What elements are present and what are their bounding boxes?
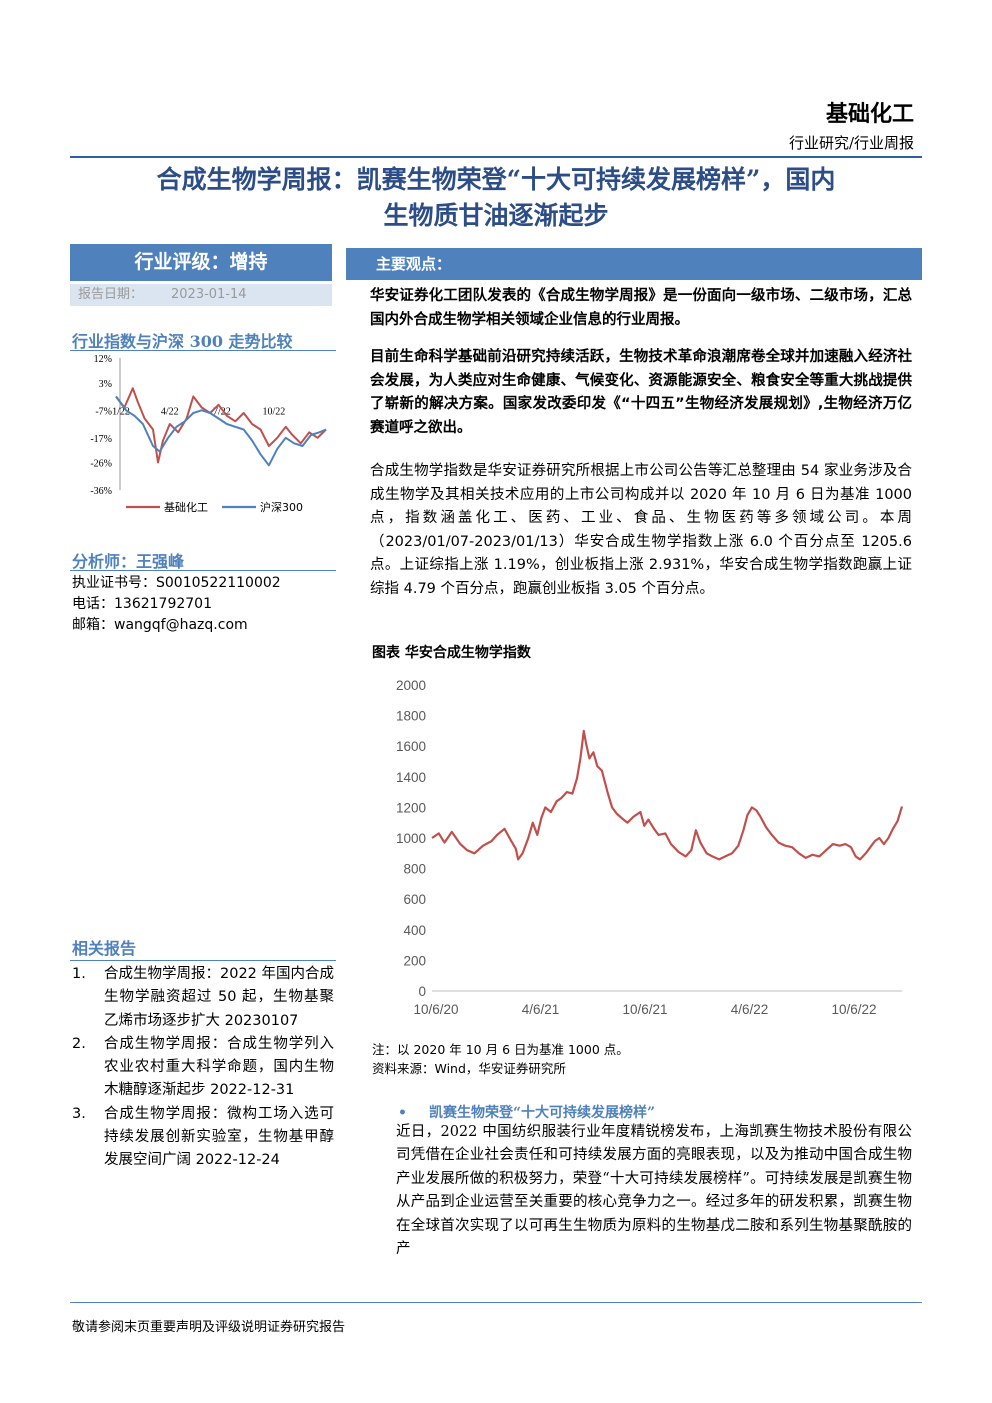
mini-y-tick-label: -17% — [90, 434, 112, 445]
related-report-num: 2. — [72, 1035, 86, 1052]
header-divider — [70, 156, 922, 158]
industry-rating: 行业评级：增持 — [70, 244, 332, 281]
related-report-text: 合成生物学周报：微构工场入选可持续发展创新实验室，生物基甲醇发展空间广阔 202… — [104, 1105, 334, 1169]
mini-legend-label: 基础化工 — [164, 500, 208, 514]
big-chart-title: 图表 华安合成生物学指数 — [372, 645, 531, 661]
main-view-label: 主要观点： — [376, 255, 452, 273]
x-tick-label: 10/6/20 — [413, 1002, 458, 1017]
report-date: 报告日期： 2023-01-14 — [70, 284, 332, 306]
mini-chart-title-underline — [70, 350, 336, 351]
news-bullet: • 凯赛生物荣登“十大可持续发展榜样” — [398, 1102, 655, 1122]
mini-x-tick-label: 1/22 — [112, 406, 130, 417]
report-date-value: 2023-01-14 — [171, 287, 247, 302]
related-report-item[interactable]: 2. 合成生物学周报：合成生物学列入农业农村重大科学命题，国内生物木糖醇逐渐起步… — [72, 1033, 334, 1103]
paragraph-intro: 华安证券化工团队发表的《合成生物学周报》是一份面向一级市场、二级市场，汇总国内外… — [370, 288, 912, 328]
analyst-phone: 电话：13621792701 — [72, 596, 212, 612]
x-tick-label: 4/6/22 — [731, 1002, 769, 1017]
title-line-2: 生物质甘油逐渐起步 — [383, 201, 609, 230]
y-tick-label: 800 — [403, 862, 426, 877]
y-tick-label: 600 — [403, 892, 426, 907]
bullet-dot: • — [398, 1105, 407, 1121]
mini-y-tick-label: 12% — [94, 354, 112, 365]
y-tick-label: 1400 — [396, 770, 426, 785]
y-tick-label: 1800 — [396, 709, 426, 724]
related-reports-heading: 相关报告 — [72, 939, 137, 958]
x-tick-label: 4/6/21 — [522, 1002, 560, 1017]
x-tick-label: 10/6/22 — [831, 1002, 876, 1017]
sector-name: 基础化工 — [825, 101, 914, 127]
related-reports-list: 1. 合成生物学周报：2022 年国内合成生物学融资超过 50 起，生物基聚乙烯… — [72, 963, 334, 1173]
mini-y-tick-label: 3% — [99, 379, 112, 390]
analyst-cert: 执业证书号：S0010522110002 — [72, 575, 281, 591]
y-tick-label: 2000 — [396, 678, 426, 693]
big-chart-svg: 0 200 400 600 800 1000 1200 1400 1600 1800 2000 10/… — [396, 678, 904, 1017]
paragraph-background: 目前生命科学基础前沿研究持续活跃，生物技术革命浪潮席卷全球并加速融入经济社会发展… — [370, 349, 912, 436]
paragraph-index: 合成生物学指数是华安证券研究所根据上市公司公告等汇总整理由 54 家业务涉及合成… — [370, 463, 912, 597]
footer-divider — [70, 1302, 922, 1303]
mini-line-chemical — [115, 387, 327, 464]
report-type: 行业研究/行业周报 — [788, 134, 914, 152]
related-reports-underline — [70, 960, 336, 961]
mini-y-tick-label: -7% — [95, 406, 112, 417]
main-view-bar: 主要观点： — [346, 248, 922, 280]
title-line-1: 合成生物学周报：凯赛生物荣登“十大可持续发展榜样”，国内 — [156, 165, 836, 194]
mini-chart-title: 行业指数与沪深 300 走势比较 — [72, 332, 293, 351]
chart-source: 资料来源：Wind，华安证券研究所 — [372, 1061, 566, 1076]
y-tick-label: 400 — [403, 923, 426, 938]
analyst-name: 分析师：王强峰 — [72, 552, 185, 571]
analyst-info: 执业证书号：S0010522110002 电话：13621792701 邮箱：w… — [72, 573, 281, 636]
mini-y-tick-label: -26% — [90, 459, 112, 470]
bullet-title: 凯赛生物荣登“十大可持续发展榜样” — [428, 1105, 656, 1121]
y-tick-label: 200 — [403, 953, 426, 968]
y-tick-label: 1000 — [396, 831, 426, 846]
footer-disclaimer[interactable]: 敬请参阅末页重要声明及评级说明证券研究报告 — [72, 1320, 346, 1335]
y-tick-label: 1200 — [396, 800, 426, 815]
related-report-item[interactable]: 1. 合成生物学周报：2022 年国内合成生物学融资超过 50 起，生物基聚乙烯… — [72, 963, 334, 1033]
analyst-underline — [70, 570, 336, 571]
y-tick-label: 1600 — [396, 739, 426, 754]
mini-x-tick-label: 4/22 — [161, 406, 179, 417]
mini-x-tick-label: 10/22 — [263, 406, 286, 417]
index-line — [431, 729, 904, 861]
related-report-num: 1. — [72, 966, 86, 982]
related-report-item[interactable]: 3. 合成生物学周报：微构工场入选可持续发展创新实验室，生物基甲醇发展空间广阔 … — [72, 1103, 334, 1173]
analyst-email[interactable]: 邮箱：wangqf@hazq.com — [72, 617, 248, 633]
mini-x-tick-label: 7/22 — [213, 406, 231, 417]
related-report-text: 合成生物学周报：合成生物学列入农业农村重大科学命题，国内生物木糖醇逐渐起步 20… — [104, 1035, 334, 1099]
report-date-label: 报告日期： — [78, 287, 144, 302]
related-report-text: 合成生物学周报：2022 年国内合成生物学融资超过 50 起，生物基聚乙烯市场逐… — [104, 966, 335, 1029]
mini-chart-svg: 12% 3% -7% -17% -26% -36% 1/22 4/22 7/22 10/22 基础化… — [90, 354, 327, 514]
x-tick-label: 10/6/21 — [622, 1002, 667, 1017]
y-tick-label: 0 — [418, 984, 426, 999]
mini-line-hs300 — [115, 395, 327, 467]
mini-y-tick-label: -36% — [90, 486, 112, 497]
mini-legend-label: 沪深300 — [260, 500, 303, 514]
chart-note: 注：以 2020 年 10 月 6 日为基准 1000 点。 — [372, 1042, 629, 1057]
mini-chart: 12% 3% -7% -17% -26% -36% 1/22 4/22 7/22 10/22 基础化… — [70, 350, 336, 526]
related-report-num: 3. — [72, 1105, 86, 1122]
big-chart: 0 200 400 600 800 1000 1200 1400 1600 1800 2000 10/… — [370, 670, 912, 1022]
report-title: 合成生物学周报：凯赛生物荣登“十大可持续发展榜样”，国内 生物质甘油逐渐起步 — [70, 162, 922, 234]
paragraph-news: 近日，2022 中国纺织服装行业年度精锐榜发布，上海凯赛生物技术股份有限公司凭借… — [396, 1124, 912, 1258]
